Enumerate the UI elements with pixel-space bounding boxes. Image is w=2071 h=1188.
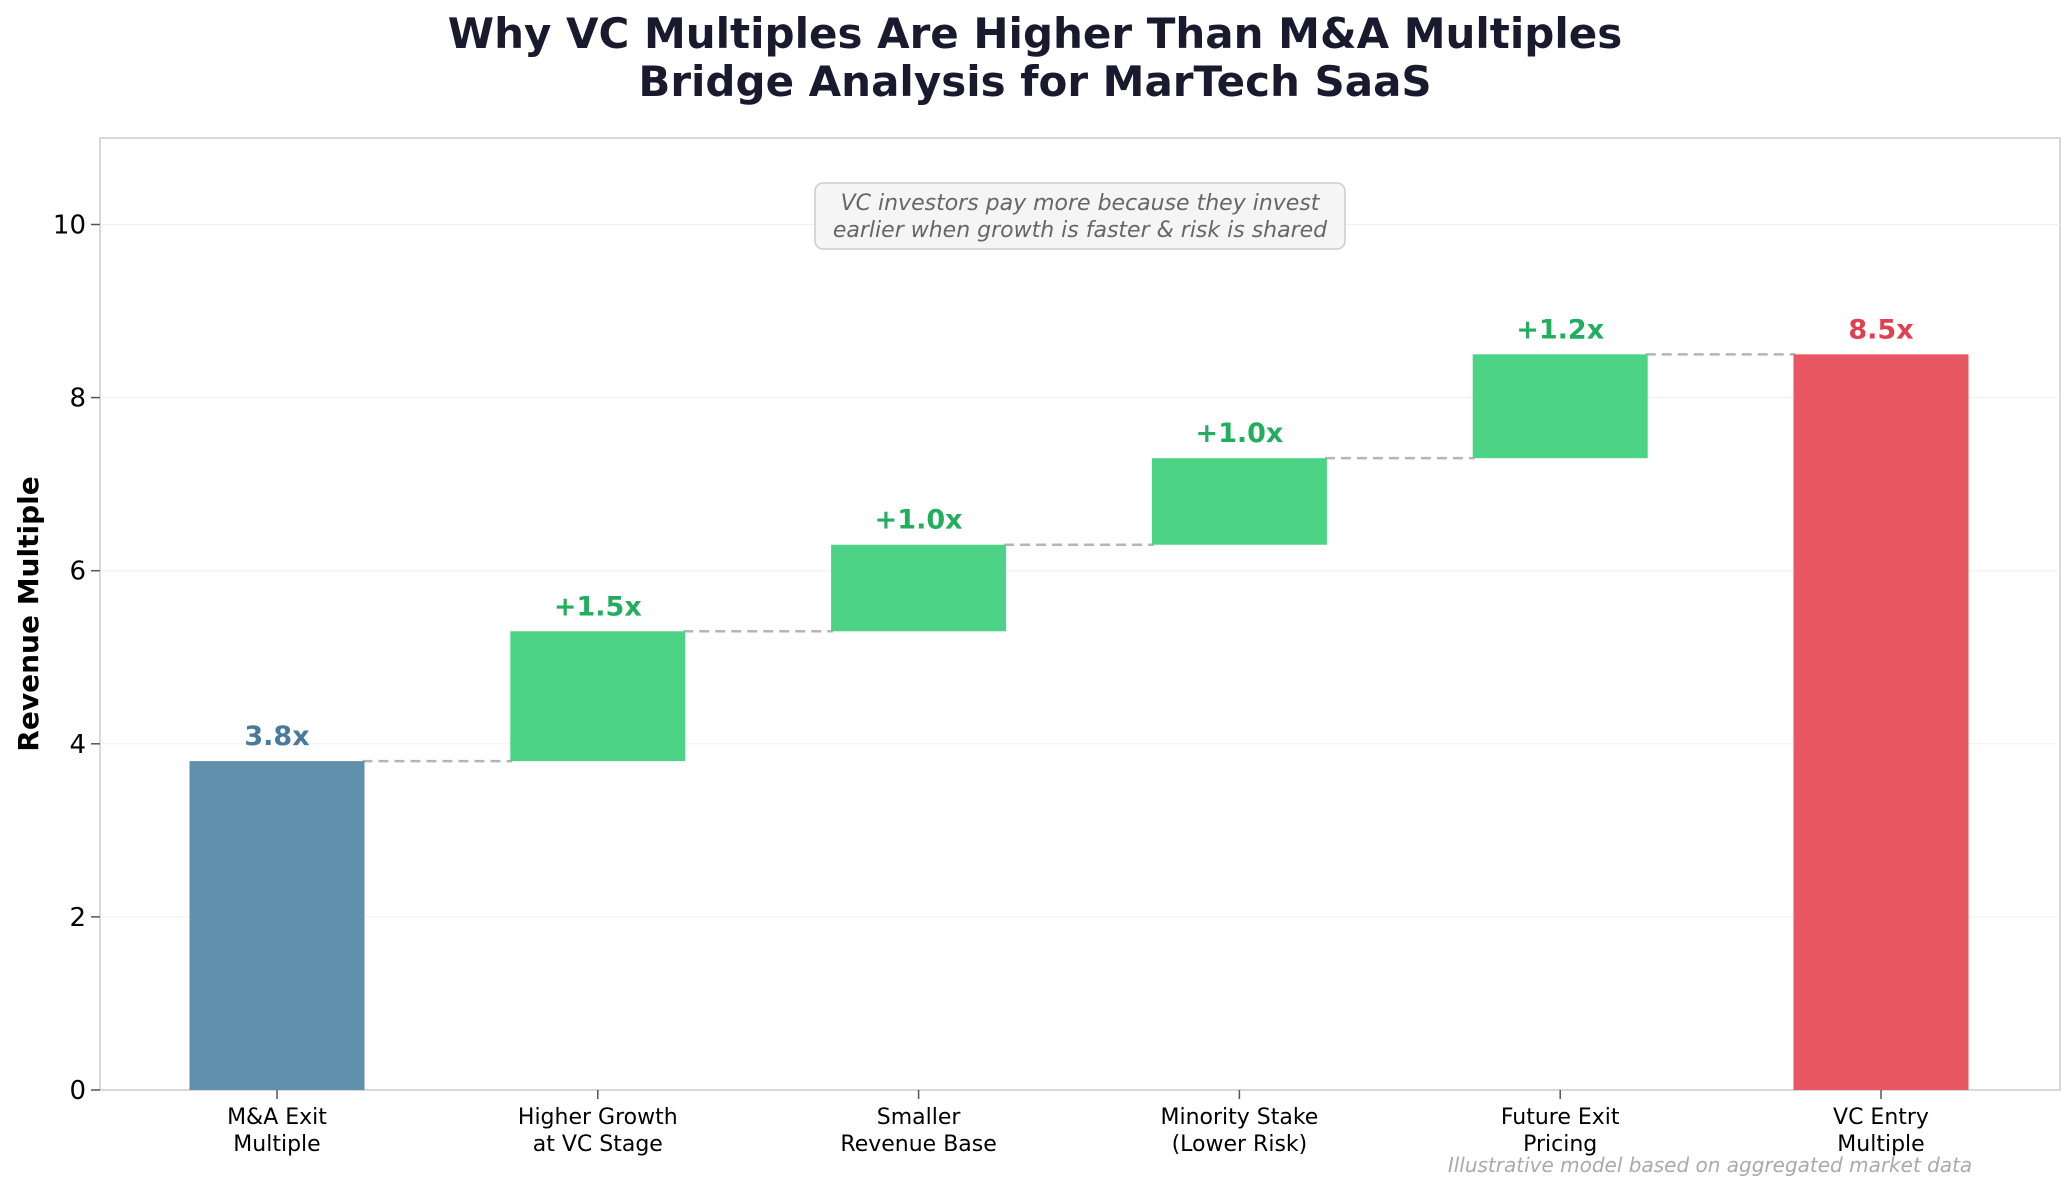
x-tick-label: Smaller	[877, 1105, 962, 1130]
x-tick-label: M&A Exit	[227, 1105, 327, 1130]
value-label: +1.0x	[875, 505, 963, 536]
chart-title-line-2: Bridge Analysis for MarTech SaaS	[638, 57, 1431, 106]
y-tick-label: 4	[69, 730, 86, 760]
x-tick-label: VC Entry	[1833, 1105, 1929, 1130]
footnote: Illustrative model based on aggregated m…	[1448, 1153, 1972, 1177]
value-label: 8.5x	[1848, 314, 1913, 345]
x-tick-label: Higher Growth	[518, 1105, 678, 1130]
annotation-line-2: earlier when growth is faster & risk is …	[833, 218, 1328, 243]
increase-bar	[1472, 354, 1648, 459]
total-bar	[1793, 354, 1969, 1090]
y-tick-label: 2	[69, 903, 86, 933]
x-tick-label: Pricing	[1523, 1132, 1597, 1157]
annotation-background	[814, 182, 1346, 250]
value-label: +1.5x	[554, 591, 642, 622]
chart-title-line-1: Why VC Multiples Are Higher Than M&A Mul…	[448, 9, 1622, 58]
bars	[189, 354, 1969, 1090]
x-tick-label: Minority Stake	[1160, 1105, 1318, 1130]
plot-area	[99, 137, 2061, 1091]
annotation-line-1: VC investors pay more because they inves…	[841, 191, 1321, 216]
x-tick-label: (Lower Risk)	[1172, 1132, 1308, 1157]
y-tick-label: 10	[53, 211, 86, 241]
increase-bar	[1151, 458, 1327, 545]
x-tick-label: at VC Stage	[533, 1132, 663, 1157]
y-tick-label: 0	[69, 1076, 86, 1106]
annotation-box: VC investors pay more because they inves…	[814, 182, 1346, 250]
increase-bar	[831, 544, 1007, 632]
value-label: +1.2x	[1516, 314, 1604, 345]
value-label: +1.0x	[1195, 418, 1283, 449]
value-labels: 3.8x +1.5x +1.0x +1.0x +1.2x 8.5x	[244, 314, 1913, 752]
x-tick-label: Future Exit	[1501, 1105, 1620, 1130]
y-axis-label: Revenue Multiple	[12, 476, 45, 751]
y-axis-ticks: 0 2 4 6 8 10	[53, 211, 100, 1106]
x-tick-label: Revenue Base	[840, 1132, 996, 1157]
increase-bar	[510, 631, 686, 762]
x-tick-label: Multiple	[1837, 1132, 1924, 1157]
connector-lines	[362, 353, 1796, 763]
value-label: 3.8x	[244, 721, 309, 752]
x-tick-label: Multiple	[233, 1132, 320, 1157]
total-bar	[189, 761, 365, 1090]
y-tick-label: 6	[69, 557, 86, 587]
y-tick-label: 8	[69, 384, 86, 414]
